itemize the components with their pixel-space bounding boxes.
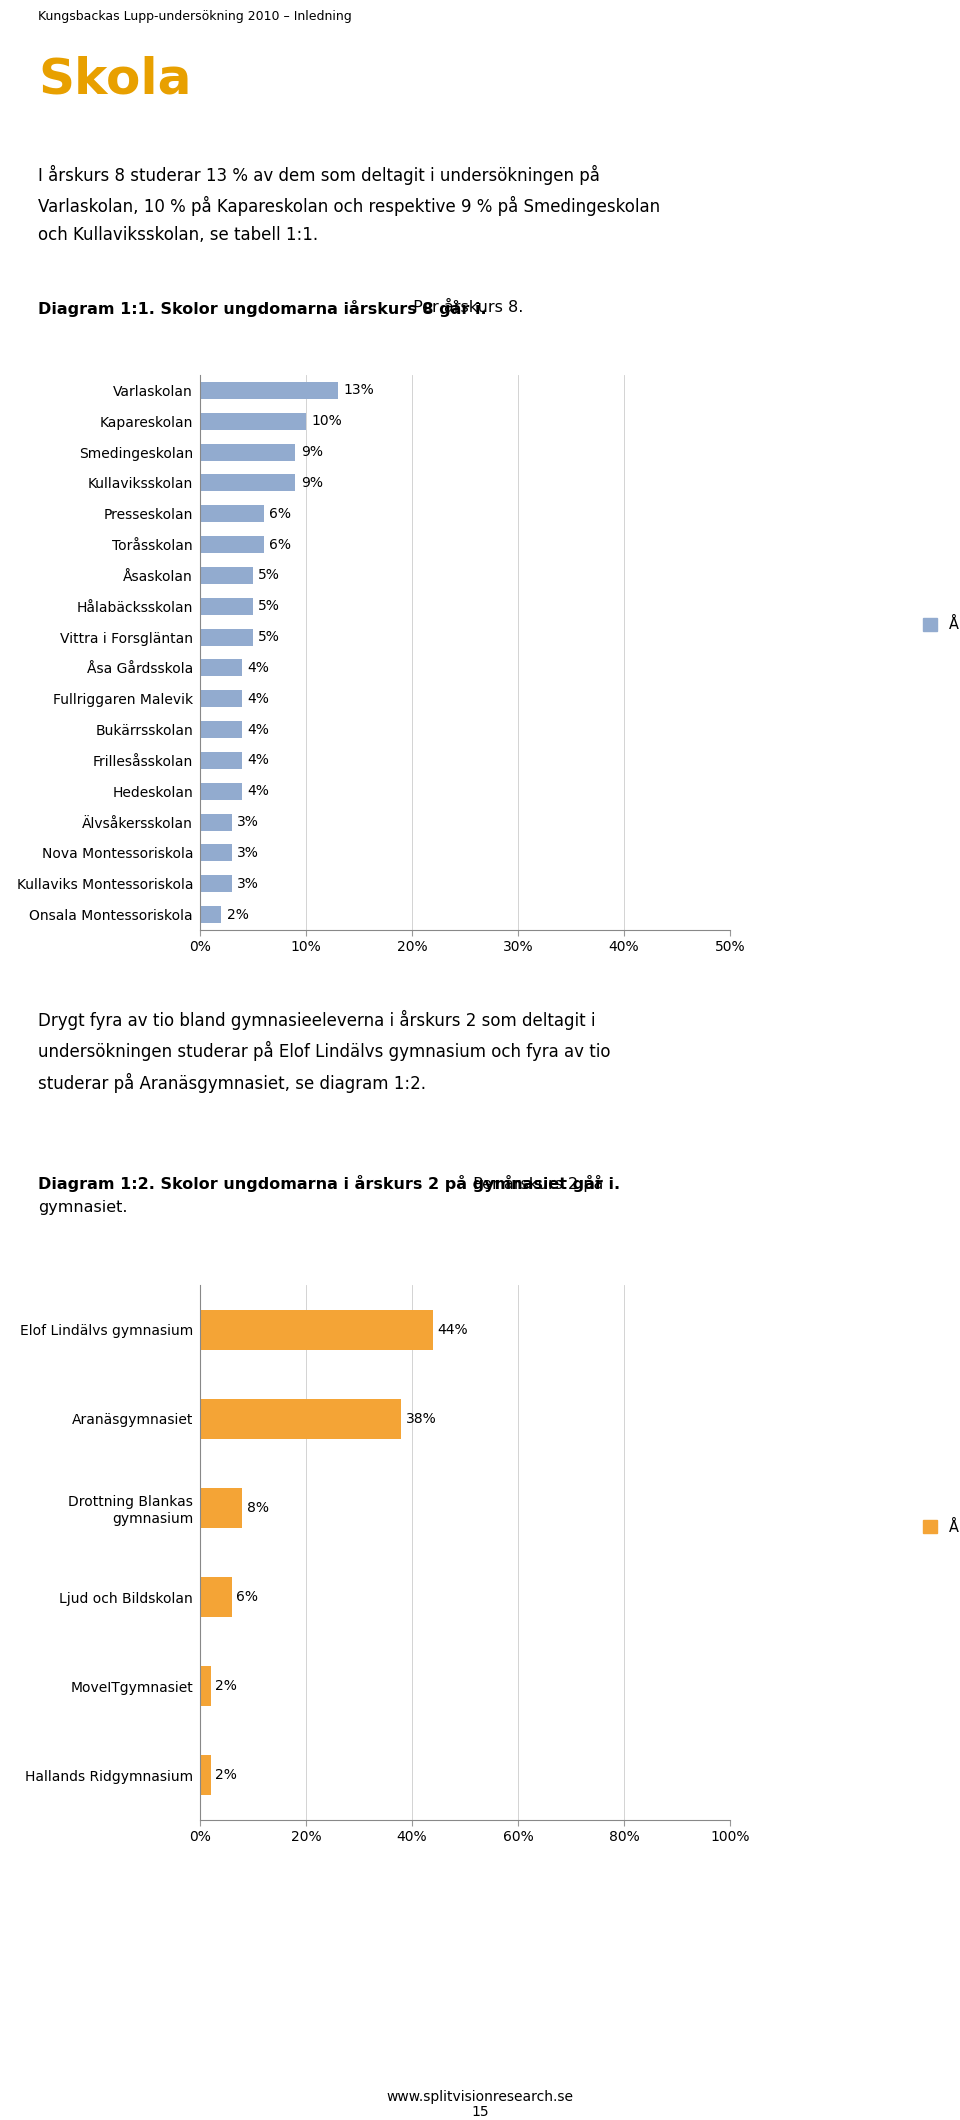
- Bar: [200, 659, 242, 676]
- Bar: [200, 1310, 433, 1350]
- Text: 5%: 5%: [258, 600, 280, 613]
- Text: Kungsbackas Lupp-undersökning 2010 – Inledning: Kungsbackas Lupp-undersökning 2010 – Inl…: [38, 11, 351, 23]
- Text: 44%: 44%: [438, 1323, 468, 1336]
- Text: Per årskurs 8.: Per årskurs 8.: [408, 301, 523, 316]
- Text: 2%: 2%: [215, 1768, 237, 1783]
- Text: Diagram 1:2. Skolor ungdomarna i årskurs 2 på gymnasiet går i.: Diagram 1:2. Skolor ungdomarna i årskurs…: [38, 1174, 620, 1191]
- Bar: [200, 536, 264, 553]
- Bar: [200, 1488, 242, 1529]
- Text: 4%: 4%: [248, 661, 270, 674]
- Text: 15: 15: [471, 2105, 489, 2120]
- Text: 3%: 3%: [237, 814, 259, 829]
- Text: 4%: 4%: [248, 753, 270, 767]
- Text: Diagram 1:1. Skolor ungdomarna iårskurs 8 går i.: Diagram 1:1. Skolor ungdomarna iårskurs …: [38, 301, 487, 318]
- Bar: [200, 598, 253, 615]
- Text: 6%: 6%: [269, 538, 291, 551]
- Text: 9%: 9%: [300, 475, 323, 490]
- Text: Skola: Skola: [38, 55, 191, 104]
- Text: Per årskurs 2 på: Per årskurs 2 på: [468, 1174, 604, 1191]
- Bar: [200, 753, 242, 770]
- Bar: [200, 876, 231, 893]
- Legend: År 2 på gymnasiet: År 2 på gymnasiet: [923, 1516, 960, 1535]
- Text: 4%: 4%: [248, 723, 270, 736]
- Bar: [200, 844, 231, 861]
- Bar: [200, 413, 306, 430]
- Bar: [200, 505, 264, 522]
- Legend: År 8: År 8: [923, 617, 960, 632]
- Bar: [200, 443, 296, 460]
- Bar: [200, 721, 242, 738]
- Bar: [200, 566, 253, 583]
- Text: gymnasiet.: gymnasiet.: [38, 1200, 128, 1215]
- Bar: [200, 630, 253, 647]
- Text: Drygt fyra av tio bland gymnasieeleverna i årskurs 2 som deltagit i
undersökning: Drygt fyra av tio bland gymnasieeleverna…: [38, 1009, 611, 1092]
- Text: 5%: 5%: [258, 568, 280, 583]
- Text: 38%: 38%: [406, 1412, 437, 1427]
- Text: I årskurs 8 studerar 13 % av dem som deltagit i undersökningen på
Varlaskolan, 1: I årskurs 8 studerar 13 % av dem som del…: [38, 165, 660, 244]
- Bar: [200, 782, 242, 799]
- Bar: [200, 475, 296, 492]
- Bar: [200, 382, 338, 399]
- Text: 4%: 4%: [248, 784, 270, 799]
- Text: 4%: 4%: [248, 691, 270, 706]
- Text: 13%: 13%: [343, 384, 373, 396]
- Bar: [200, 905, 221, 922]
- Bar: [200, 691, 242, 708]
- Text: 5%: 5%: [258, 630, 280, 644]
- Bar: [200, 814, 231, 831]
- Bar: [200, 1666, 210, 1707]
- Text: www.splitvisionresearch.se: www.splitvisionresearch.se: [387, 2090, 573, 2103]
- Text: 10%: 10%: [311, 413, 342, 428]
- Text: 2%: 2%: [227, 907, 249, 922]
- Bar: [200, 1755, 210, 1796]
- Text: 8%: 8%: [247, 1501, 269, 1516]
- Bar: [200, 1399, 401, 1439]
- Text: 6%: 6%: [236, 1590, 258, 1605]
- Bar: [200, 1577, 231, 1618]
- Text: 6%: 6%: [269, 507, 291, 522]
- Text: 9%: 9%: [300, 445, 323, 460]
- Text: 3%: 3%: [237, 846, 259, 861]
- Text: 3%: 3%: [237, 878, 259, 890]
- Text: 2%: 2%: [215, 1679, 237, 1694]
